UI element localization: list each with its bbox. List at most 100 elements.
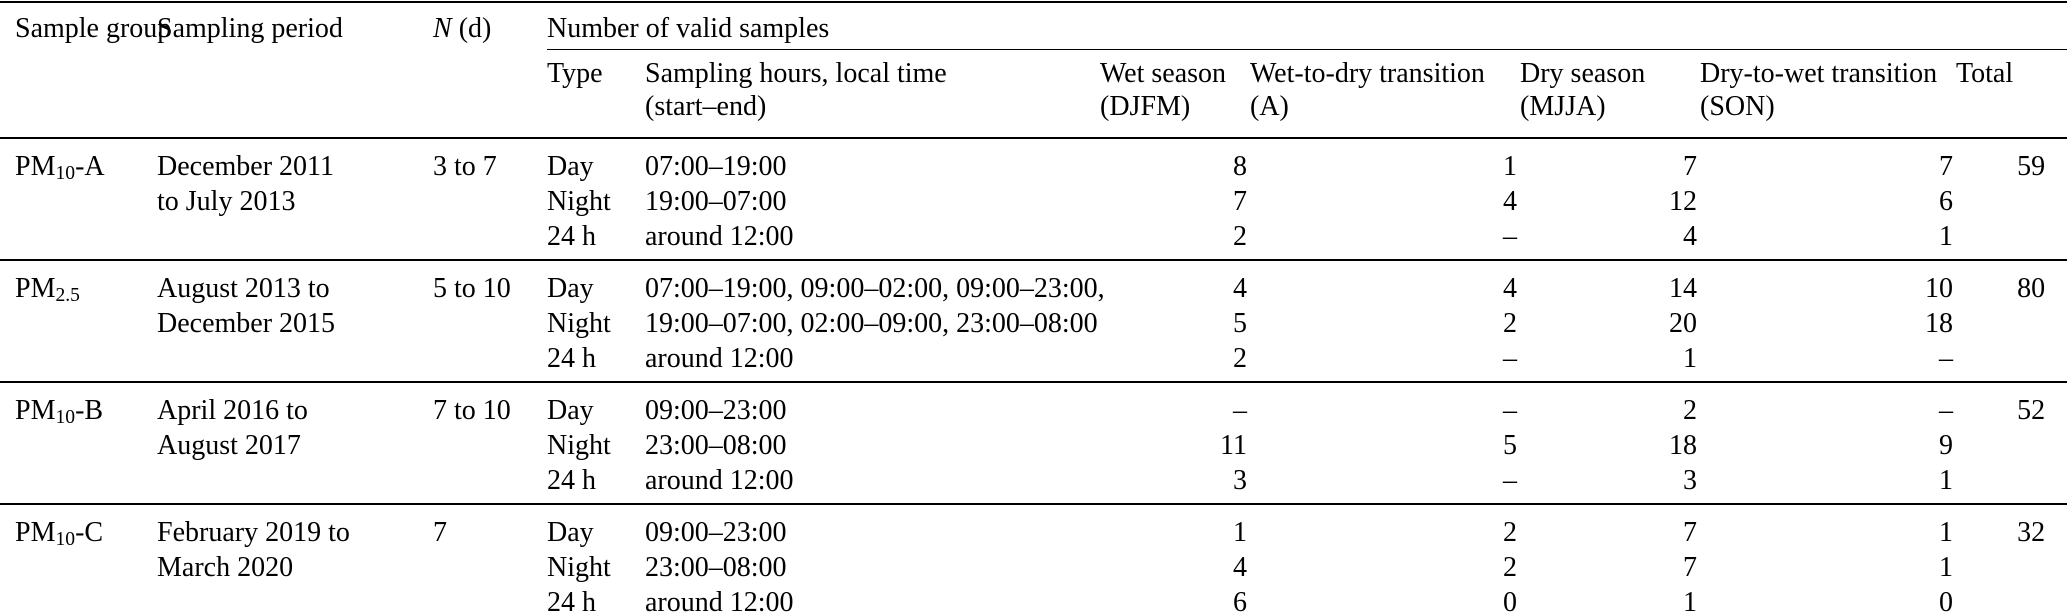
valid-samples-label: Number of valid samples xyxy=(547,13,830,44)
dry-value: 7 xyxy=(1683,552,1697,583)
type-value: Day xyxy=(547,517,594,548)
cell-wet-to-dry: – xyxy=(1250,463,1520,504)
dry2wet-value: 0 xyxy=(1939,587,1953,616)
cell-sample-group: PM10-C xyxy=(0,503,157,616)
wet2dry-value: 4 xyxy=(1503,273,1517,304)
cell-wet-to-dry: 2 xyxy=(1250,503,1520,550)
col-header-type-label: Type xyxy=(547,58,603,89)
col-header-type: Type xyxy=(547,50,645,139)
dry2wet-value: 18 xyxy=(1925,308,1953,339)
cell-dry-season: 7 xyxy=(1520,137,1700,184)
cell-sample-group: PM10-B xyxy=(0,381,157,504)
cell-type: Night xyxy=(547,184,645,219)
wet2dry-value: 4 xyxy=(1503,186,1517,217)
wet2dry-value: 2 xyxy=(1503,552,1517,583)
cell-dry-season: 7 xyxy=(1520,550,1700,585)
col-header-dry2wet-line2: (SON) xyxy=(1700,91,1775,122)
hours-value: 19:00–07:00 xyxy=(645,186,787,217)
dry2wet-value: – xyxy=(1939,395,1953,426)
cell-hours: around 12:00 xyxy=(645,341,1100,382)
period-line2: December 2015 xyxy=(157,308,336,339)
cell-wet-season: 1 xyxy=(1100,503,1250,550)
cell-hours: around 12:00 xyxy=(645,463,1100,504)
cell-wet-to-dry: 4 xyxy=(1250,184,1520,219)
type-value: 24 h xyxy=(547,343,596,374)
n-unit: (d) xyxy=(451,13,492,44)
col-header-dry-to-wet: Dry-to-wet transition (SON) xyxy=(1700,50,1956,139)
pm-label-subscript: 10 xyxy=(55,163,76,185)
cell-n-days: 5 to 10 xyxy=(433,259,547,382)
table-row-group2-24h: 24 h around 12:00 2 – 1 – xyxy=(0,341,2067,382)
dry-value: 4 xyxy=(1683,221,1697,252)
total-value: 32 xyxy=(2017,517,2046,548)
cell-wet-season: 5 xyxy=(1100,306,1250,341)
cell-dry-season: 1 xyxy=(1520,585,1700,616)
cell-hours: around 12:00 xyxy=(645,585,1100,616)
pm-label-base: PM xyxy=(15,151,56,182)
type-value: 24 h xyxy=(547,465,596,496)
dry-value: 3 xyxy=(1683,465,1697,496)
wet2dry-value: – xyxy=(1503,395,1517,426)
cell-wet-to-dry: – xyxy=(1250,219,1520,260)
col-header-wet-season: Wet season (DJFM) xyxy=(1100,50,1250,139)
cell-type: 24 h xyxy=(547,219,645,260)
cell-dry-to-wet: 7 xyxy=(1700,137,1956,184)
hours-value: around 12:00 xyxy=(645,343,794,374)
cell-wet-season: 11 xyxy=(1100,428,1250,463)
pm-label-subscript: 2.5 xyxy=(55,285,80,307)
wet-value: 1 xyxy=(1233,517,1247,548)
table-row-group2-day: PM2.5 August 2013 to December 2015 5 to … xyxy=(0,259,2067,382)
wet2dry-value: – xyxy=(1503,343,1517,374)
dry2wet-value: 9 xyxy=(1939,430,1953,461)
period-line1: August 2013 to xyxy=(157,273,330,304)
col-header-hours-line2: (start–end) xyxy=(645,91,767,122)
cell-type: Night xyxy=(547,306,645,341)
cell-wet-to-dry: – xyxy=(1250,341,1520,382)
col-header-wet-line2: (DJFM) xyxy=(1100,91,1191,122)
total-value: 52 xyxy=(2017,395,2046,426)
cell-wet-to-dry: 2 xyxy=(1250,550,1520,585)
col-header-hours-line1: Sampling hours, local time xyxy=(645,58,947,89)
col-header-total: Total xyxy=(1956,50,2067,139)
cell-wet-to-dry: 4 xyxy=(1250,259,1520,306)
cell-wet-to-dry: 0 xyxy=(1250,585,1520,616)
type-value: 24 h xyxy=(547,221,596,252)
cell-hours: 07:00–19:00, 09:00–02:00, 09:00–23:00, xyxy=(645,259,1105,306)
wet-value: 2 xyxy=(1233,221,1247,252)
cell-hours: 09:00–23:00 xyxy=(645,503,1100,550)
cell-sample-group: PM10-A xyxy=(0,137,157,260)
wet-value: 3 xyxy=(1233,465,1247,496)
hours-value: 23:00–08:00 xyxy=(645,430,787,461)
wet2dry-value: 2 xyxy=(1503,308,1517,339)
period-line2: to July 2013 xyxy=(157,186,296,217)
cell-total: 59 xyxy=(1956,137,2067,260)
cell-dry-season: 12 xyxy=(1520,184,1700,219)
col-header-total-label: Total xyxy=(1956,58,2014,89)
cell-dry-to-wet: 1 xyxy=(1700,219,1956,260)
dry2wet-value: 1 xyxy=(1939,221,1953,252)
cell-type: Day xyxy=(547,503,645,550)
wet2dry-value: – xyxy=(1503,465,1517,496)
pm-label-base: PM xyxy=(15,517,56,548)
cell-dry-season: 2 xyxy=(1520,381,1700,428)
cell-wet-season: 7 xyxy=(1100,184,1250,219)
n-days-value: 3 to 7 xyxy=(433,151,497,182)
dry-value: 1 xyxy=(1683,587,1697,616)
cell-total: 52 xyxy=(1956,381,2067,504)
type-value: Night xyxy=(547,430,611,461)
table-row-group1-day: PM10-A December 2011 to July 2013 3 to 7… xyxy=(0,137,2067,260)
hours-value: 23:00–08:00 xyxy=(645,552,787,583)
cell-type: Day xyxy=(547,259,645,306)
wet2dry-value: – xyxy=(1503,221,1517,252)
hours-value: 07:00–19:00 xyxy=(645,151,787,182)
wet-value: 8 xyxy=(1233,151,1247,182)
cell-dry-to-wet: 1 xyxy=(1700,463,1956,504)
dry2wet-value: 10 xyxy=(1925,273,1953,304)
table-row-group1-24h: 24 h around 12:00 2 – 4 1 xyxy=(0,219,2067,260)
cell-hours: 09:00–23:00 xyxy=(645,381,1100,428)
header-row-top: Sample group Sampling period N (d) Numbe… xyxy=(0,2,2067,50)
cell-total: 32 xyxy=(1956,503,2067,616)
cell-dry-to-wet: 6 xyxy=(1700,184,1956,219)
